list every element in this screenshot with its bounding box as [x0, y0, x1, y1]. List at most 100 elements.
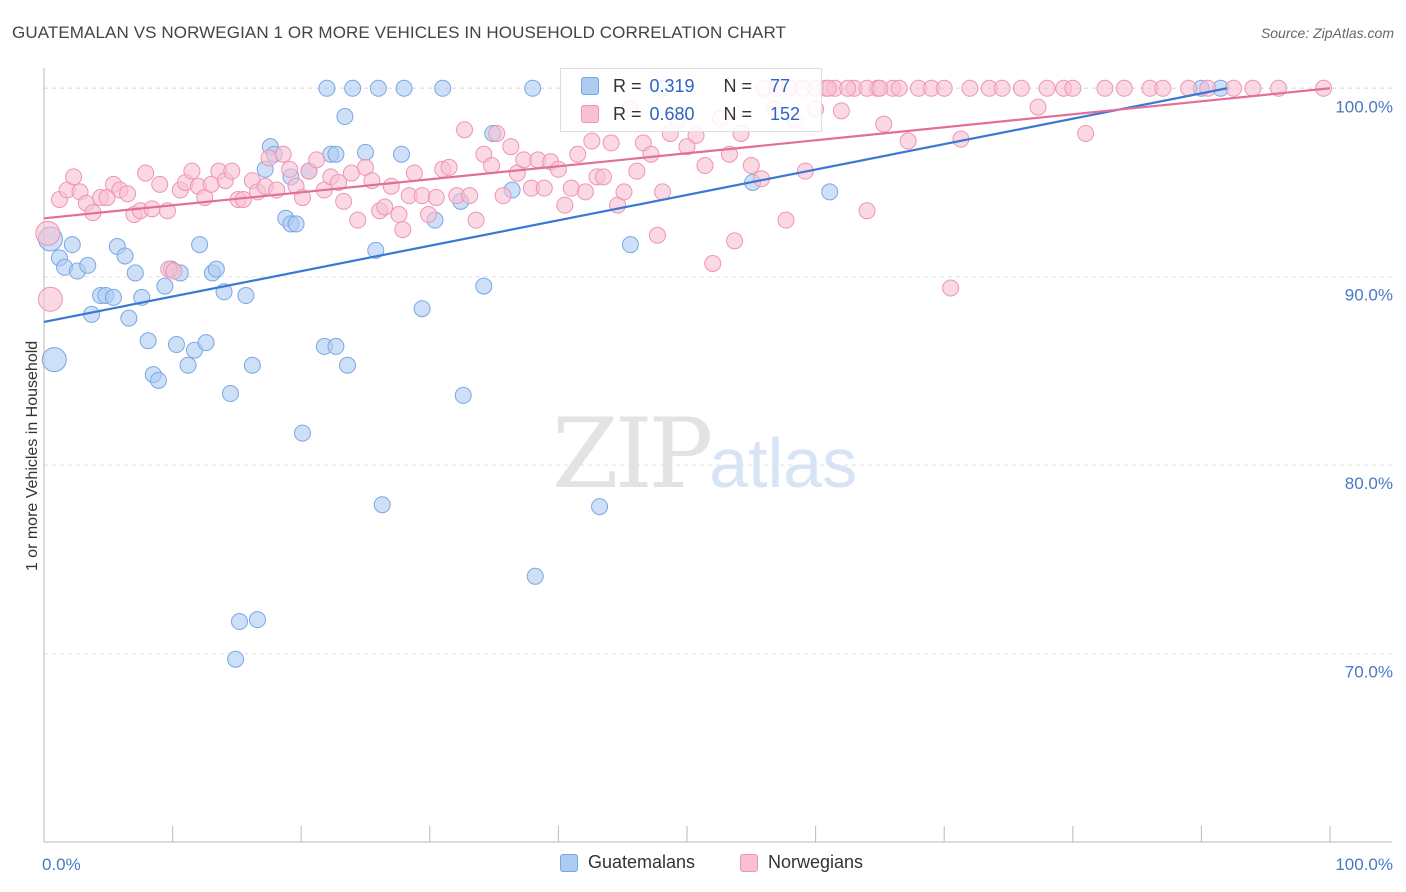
guatemalan-point — [454, 386, 472, 404]
guatemalan-point — [191, 236, 209, 254]
norwegian-point — [594, 168, 612, 186]
norwegian-point — [535, 179, 553, 197]
guatemalan-point — [373, 496, 391, 514]
norwegian-point — [382, 177, 400, 195]
guatemalan-point — [179, 356, 197, 374]
norwegian-point — [281, 160, 299, 178]
x-tick-label: 100.0% — [1335, 855, 1393, 874]
norwegian-point — [899, 132, 917, 150]
norwegian-point — [890, 79, 908, 97]
guatemalan-point — [287, 215, 305, 233]
norwegian-point — [569, 145, 587, 163]
norwegian-point — [37, 286, 63, 312]
norwegian-point — [961, 79, 979, 97]
zipatlas-watermark: ZIPatlas — [552, 398, 857, 510]
norwegian-point — [483, 157, 501, 175]
norwegian-point — [1077, 124, 1095, 142]
guatemalan-point — [524, 79, 542, 97]
y-tick-label: 100.0% — [1335, 97, 1393, 116]
guatemalan-point — [434, 79, 452, 97]
norwegian-point — [165, 262, 183, 280]
norwegian-point — [515, 151, 533, 169]
norwegian-point — [390, 206, 408, 224]
norwegian-point — [461, 187, 479, 205]
norwegian-point — [308, 151, 326, 169]
norwegian-point — [342, 164, 360, 182]
norwegian-point — [329, 173, 347, 191]
legend-item-guatemalans[interactable]: Guatemalans — [560, 852, 695, 873]
legend-row-guatemalans: R = 0.319 N = 77 — [581, 74, 832, 98]
guatemalan-point — [475, 277, 493, 295]
n-label: N = — [723, 75, 753, 96]
y-axis-title: 1 or more Vehicles in Household — [24, 341, 41, 571]
norwegian-point — [183, 162, 201, 180]
guatemalan-point — [338, 356, 356, 374]
watermark-atlas: atlas — [709, 424, 858, 502]
guatemalan-point — [369, 79, 387, 97]
guatemalan-point — [591, 498, 609, 516]
norwegian-point — [1012, 79, 1030, 97]
r-value: 0.680 — [649, 103, 695, 124]
legend-label: Guatemalans — [588, 852, 696, 872]
guatemalan-point — [149, 371, 167, 389]
norwegian-point — [871, 79, 889, 97]
norwegian-point — [1064, 79, 1082, 97]
guatemalan-point — [327, 337, 345, 355]
guatemalan-point — [230, 613, 248, 631]
norwegian-point — [549, 160, 567, 178]
pink-swatch-icon — [740, 853, 758, 872]
norwegian-point — [832, 102, 850, 120]
norwegian-point — [274, 145, 292, 163]
norwegian-point — [502, 138, 520, 156]
norwegian-point — [151, 175, 169, 193]
guatemalan-point — [243, 356, 261, 374]
legend-item-norwegians[interactable]: Norwegians — [740, 852, 863, 873]
norwegian-point — [839, 79, 857, 97]
norwegian-point — [942, 279, 960, 297]
norwegian-point — [456, 121, 474, 139]
guatemalan-point — [79, 256, 97, 274]
norwegian-point — [376, 198, 394, 216]
guatemalan-point — [207, 260, 225, 278]
norwegian-point — [349, 211, 367, 229]
guatemalan-point — [248, 611, 266, 629]
tick-labels: 70.0% 80.0% 90.0% 100.0% 0.0% 100.0% — [42, 97, 1393, 874]
guatemalan-point — [237, 287, 255, 305]
chart-title: GUATEMALAN VS NORWEGIAN 1 OR MORE VEHICL… — [12, 23, 787, 42]
guatemalan-point — [413, 300, 431, 318]
guatemalan-point — [197, 334, 215, 352]
n-label: N = — [723, 103, 753, 124]
norwegian-point — [562, 179, 580, 197]
guatemalan-point — [357, 143, 374, 161]
norwegian-point — [137, 164, 155, 182]
norwegian-point — [440, 158, 458, 176]
norwegian-point — [628, 162, 646, 180]
norwegian-point — [488, 124, 506, 142]
norwegian-point — [654, 183, 672, 201]
guatemalan-point — [393, 145, 411, 163]
norwegian-point — [777, 211, 795, 229]
guatemalan-point — [104, 288, 122, 306]
norwegian-point — [405, 164, 423, 182]
norwegian-point — [742, 157, 760, 175]
norwegian-point — [1029, 98, 1047, 116]
guatemalan-point — [116, 247, 134, 265]
norwegian-point — [935, 79, 953, 97]
norwegian-point — [1096, 79, 1114, 97]
norwegian-point — [556, 196, 574, 214]
norwegian-point — [602, 134, 620, 152]
norwegian-point — [696, 157, 714, 175]
guatemalan-point — [63, 236, 81, 254]
norwegian-point — [335, 192, 353, 210]
norwegian-point — [65, 168, 83, 186]
guatemalan-point — [120, 309, 138, 327]
trend-lines — [43, 87, 1331, 324]
norwegian-point — [858, 202, 876, 220]
guatemalan-point — [367, 241, 385, 259]
guatemalan-point — [344, 79, 362, 97]
guatemalan-point — [41, 347, 67, 373]
norwegian-point — [260, 149, 278, 167]
norwegian-point — [420, 206, 438, 224]
guatemalan-point — [621, 236, 639, 254]
